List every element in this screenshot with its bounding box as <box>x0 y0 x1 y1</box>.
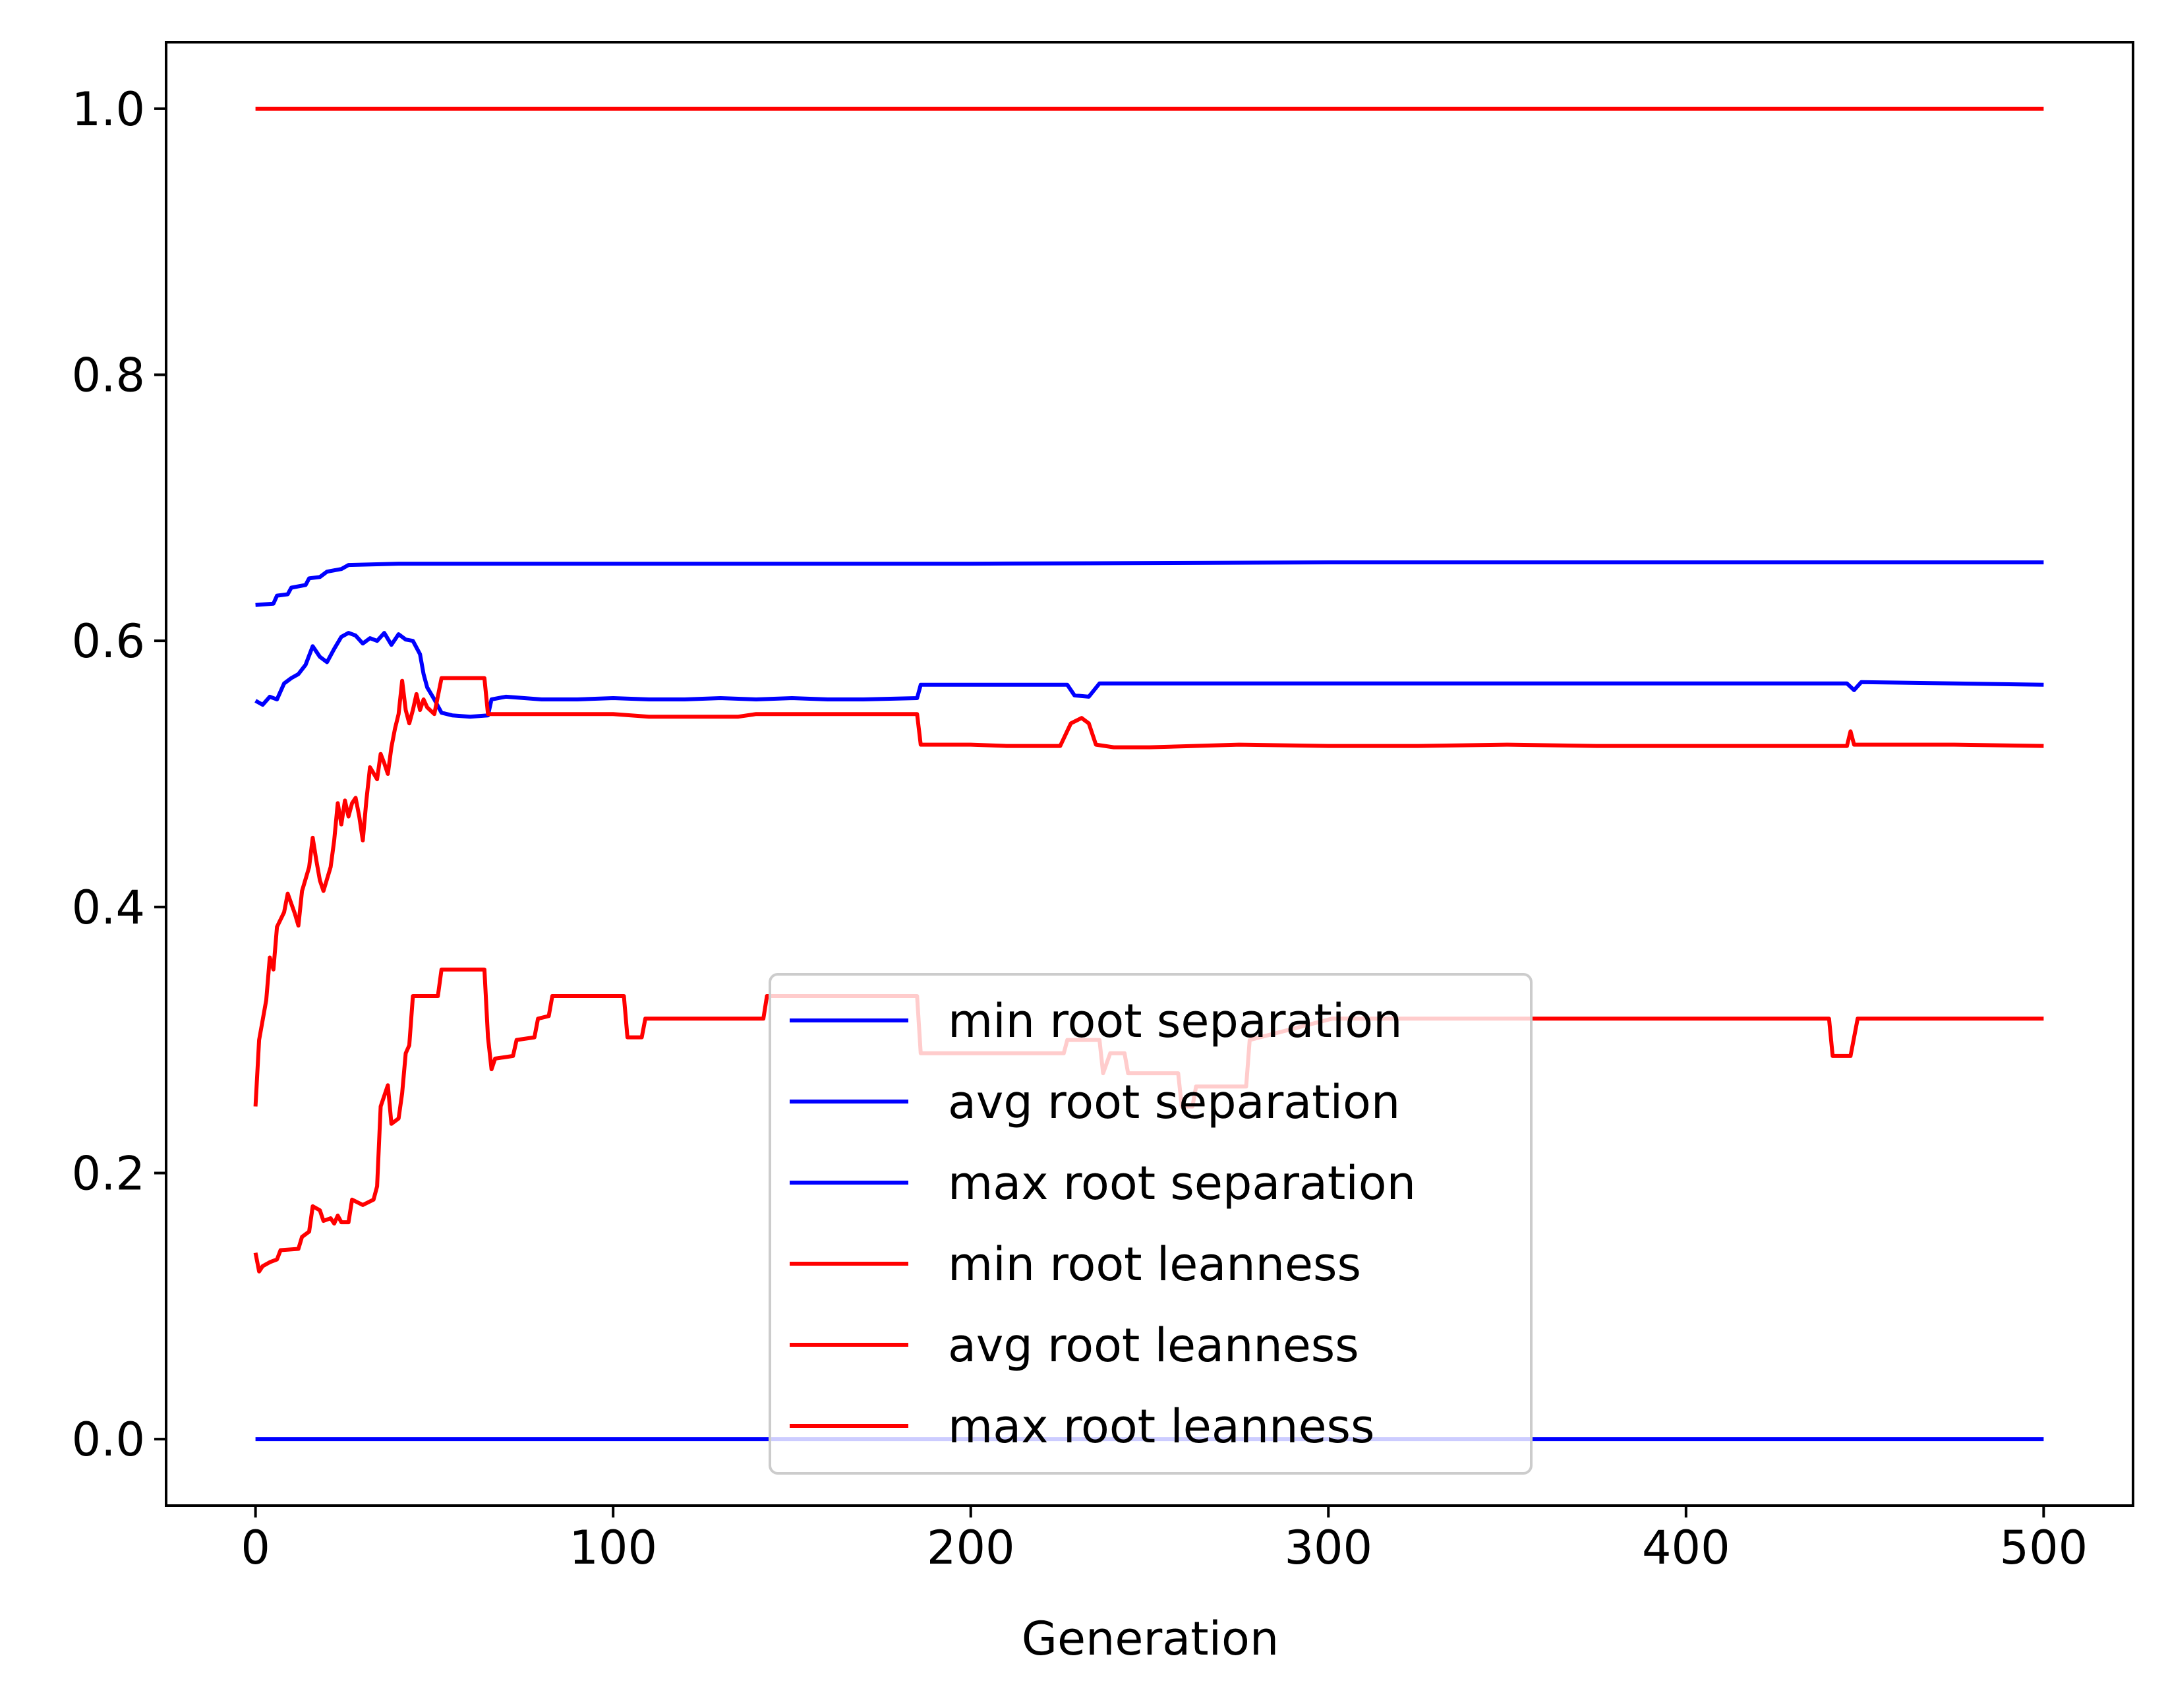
series-line-avg-root-separation <box>254 631 2044 719</box>
y-tick-label: 1.0 <box>72 82 145 136</box>
y-tick-label: 0.2 <box>72 1146 145 1200</box>
y-tick-label: 0.4 <box>72 881 145 935</box>
series-line-max-root-separation <box>255 560 2044 607</box>
legend-label: avg root leanness <box>948 1318 1359 1372</box>
legend: min root separation avg root separation ma… <box>769 973 1533 1475</box>
plot-frame <box>165 41 2134 1507</box>
x-tick-label: 400 <box>1642 1521 1730 1575</box>
legend-label: min root leanness <box>948 1237 1361 1291</box>
y-tick-label: 0.8 <box>72 349 145 403</box>
x-tick-label: 200 <box>927 1521 1015 1575</box>
series-line-avg-root-leanness <box>253 676 2044 1107</box>
legend-label: avg root separation <box>948 1075 1400 1129</box>
y-tick-label: 0.6 <box>72 614 145 668</box>
legend-label: min root separation <box>948 994 1402 1048</box>
legend-label: max root separation <box>948 1156 1416 1210</box>
series-layer <box>253 106 2044 1442</box>
y-axis: 0.0 0.2 0.4 0.6 0.8 1.0 <box>72 82 166 1467</box>
x-tick-label: 300 <box>1284 1521 1372 1575</box>
x-tick-label: 500 <box>2000 1521 2088 1575</box>
x-axis-label: Generation <box>1022 1612 1279 1666</box>
x-tick-label: 100 <box>569 1521 657 1575</box>
x-axis: 0 100 200 300 400 500 <box>241 1506 2088 1575</box>
x-tick-label: 0 <box>241 1521 270 1575</box>
legend-box <box>769 973 1533 1475</box>
legend-label: max root leanness <box>948 1399 1375 1454</box>
y-tick-label: 0.0 <box>72 1413 145 1467</box>
